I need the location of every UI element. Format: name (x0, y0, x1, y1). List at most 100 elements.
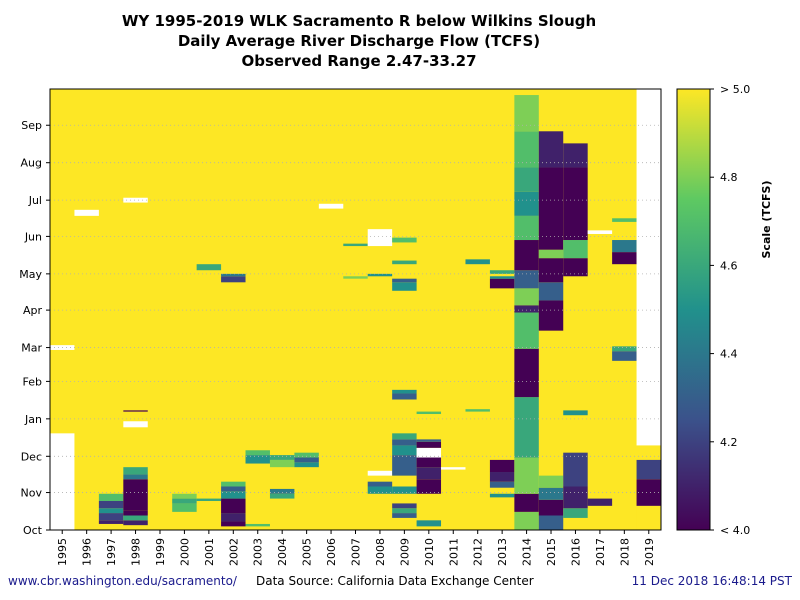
x-tick-label-2012: 2012 (472, 538, 485, 566)
heatmap-cell-2014 (514, 312, 539, 349)
heatmap-cell-2014 (514, 457, 539, 494)
heatmap-cell-2009 (392, 282, 417, 291)
y-tick-label-aug: Aug (21, 157, 42, 170)
heatmap-cell-2017 (587, 498, 613, 506)
heatmap-cell-2010 (416, 467, 442, 480)
footer-url[interactable]: www.cbr.washington.edu/sacramento/ (8, 574, 237, 588)
x-tick-label-2008: 2008 (374, 538, 387, 566)
heatmap-cell-1998 (123, 474, 148, 480)
heatmap-cell-2001 (196, 498, 222, 502)
x-tick-label-2000: 2000 (178, 538, 191, 566)
heatmap-cell-2010 (416, 439, 442, 442)
heatmap-cell-2014 (514, 240, 539, 271)
y-tick-label-dec: Dec (21, 450, 42, 463)
chart-title-line3: Observed Range 2.47-33.27 (241, 52, 477, 70)
heatmap-cell-2009 (392, 393, 417, 400)
y-tick-label-nov: Nov (21, 487, 43, 500)
heatmap-cell-2009 (392, 237, 417, 243)
heatmap-cell-2019 (636, 505, 661, 530)
x-tick-label-2001: 2001 (203, 538, 216, 566)
heatmap-cell-2010 (416, 447, 442, 458)
heatmap-cell-2009 (392, 486, 417, 494)
heatmap-cell-2016 (563, 486, 588, 509)
heatmap-cell-2009 (392, 260, 417, 265)
x-tick-label-2018: 2018 (618, 538, 631, 566)
x-tick-label-2014: 2014 (521, 538, 534, 566)
heatmap-cell-2002 (221, 521, 246, 527)
heatmap-cell-2017 (587, 230, 613, 234)
heatmap-cell-2015 (538, 300, 564, 331)
heatmap-cell-2002 (221, 498, 246, 514)
y-tick-label-oct: Oct (23, 524, 43, 537)
footer-timestamp: 11 Dec 2018 16:48:14 PST (631, 574, 792, 588)
x-tick-label-2019: 2019 (643, 538, 656, 566)
heatmap-cell-2003 (245, 450, 270, 456)
heatmap-cell-2018 (612, 351, 637, 361)
heatmap-cell-1998 (123, 515, 148, 521)
heatmap-cell-2014 (514, 305, 539, 313)
x-tick-label-1998: 1998 (130, 538, 143, 566)
colorbar-tick-label: 4.4 (720, 348, 738, 361)
y-tick-label-jan: Jan (24, 413, 42, 426)
y-axis: Oct Nov Dec Jan Feb Mar Apr May Jun Jul Aug Sep (19, 119, 50, 537)
colorbar-tick-label: 4.8 (720, 171, 738, 184)
y-tick-label-jun: Jun (24, 230, 42, 243)
heatmap-cell-2007 (343, 276, 368, 279)
heatmap-cell-2008 (367, 486, 393, 494)
heatmap-cell-1997 (98, 520, 124, 524)
heatmap-cell-2013 (489, 270, 515, 274)
heatmap-cell-2009 (392, 278, 417, 283)
heatmap-cell-2014 (514, 493, 539, 512)
heatmap-cell-1998 (123, 520, 148, 526)
footer-source: Data Source: California Data Exchange Ce… (256, 574, 534, 588)
x-tick-label-1996: 1996 (81, 538, 94, 566)
heatmap-cell-1996 (74, 209, 99, 216)
heatmap-cell-2002 (221, 491, 246, 499)
heatmap-cell-2010 (416, 411, 442, 415)
heatmap-cell-2007 (343, 243, 368, 247)
x-tick-label-2017: 2017 (594, 538, 607, 566)
heatmap-cell-2009 (392, 513, 417, 518)
x-tick-label-2016: 2016 (569, 538, 582, 566)
heatmap-cell-2015 (538, 258, 564, 283)
x-tick-label-2002: 2002 (227, 538, 240, 566)
heatmap-cell-2008 (367, 273, 393, 277)
heatmap-cell-1998 (123, 510, 148, 516)
heatmap-cell-1995 (50, 433, 75, 530)
heatmap-cell-2015 (538, 131, 564, 168)
heatmap-cell-2013 (489, 472, 515, 482)
x-tick-label-2009: 2009 (398, 538, 411, 566)
heatmap-cell-1997 (98, 508, 124, 514)
heatmap-cell-2009 (392, 389, 417, 394)
heatmap-cell-2013 (489, 278, 515, 289)
heatmap-cell-2009 (392, 508, 417, 514)
heatmap-cell-2009 (392, 503, 417, 509)
heatmap-cell-2013 (489, 493, 515, 498)
heatmap-cell-2001 (196, 264, 222, 271)
heatmap-cell-2016 (563, 410, 588, 416)
colorbar: > 5.0 4.8 4.6 4.4 4.2 < 4.0 Scale (TCFS) (676, 83, 773, 537)
colorbar-tick-label: > 5.0 (720, 83, 750, 96)
heatmap-cell-2013 (489, 481, 515, 488)
heatmap-cell-2015 (538, 487, 564, 500)
heatmap-cell-2010 (416, 441, 442, 448)
y-tick-label-sep: Sep (21, 119, 42, 132)
heatmap-cell-2004 (269, 488, 295, 494)
heatmap-cell-2016 (563, 452, 588, 487)
heatmap-cell-2013 (489, 276, 515, 279)
x-tick-label-2007: 2007 (350, 538, 363, 566)
heatmap-cell-2004 (269, 493, 295, 499)
heatmap-cell-1998 (123, 410, 148, 412)
heatmap-cell-2010 (416, 457, 442, 468)
x-tick-label-2005: 2005 (301, 538, 314, 566)
x-tick-label-2004: 2004 (276, 538, 289, 566)
heatmap-cell-2016 (563, 240, 588, 259)
heatmap-cell-2016 (563, 508, 588, 518)
heatmap-cell-2006 (318, 203, 344, 209)
heatmap-cell-2014 (514, 167, 539, 192)
heatmap-cell-2015 (538, 515, 564, 530)
heatmap-cell-2009 (392, 433, 417, 440)
heatmap-cell-2014 (514, 191, 539, 216)
heatmap-cell-2015 (538, 475, 564, 488)
heatmap-cell-2000 (172, 493, 197, 499)
